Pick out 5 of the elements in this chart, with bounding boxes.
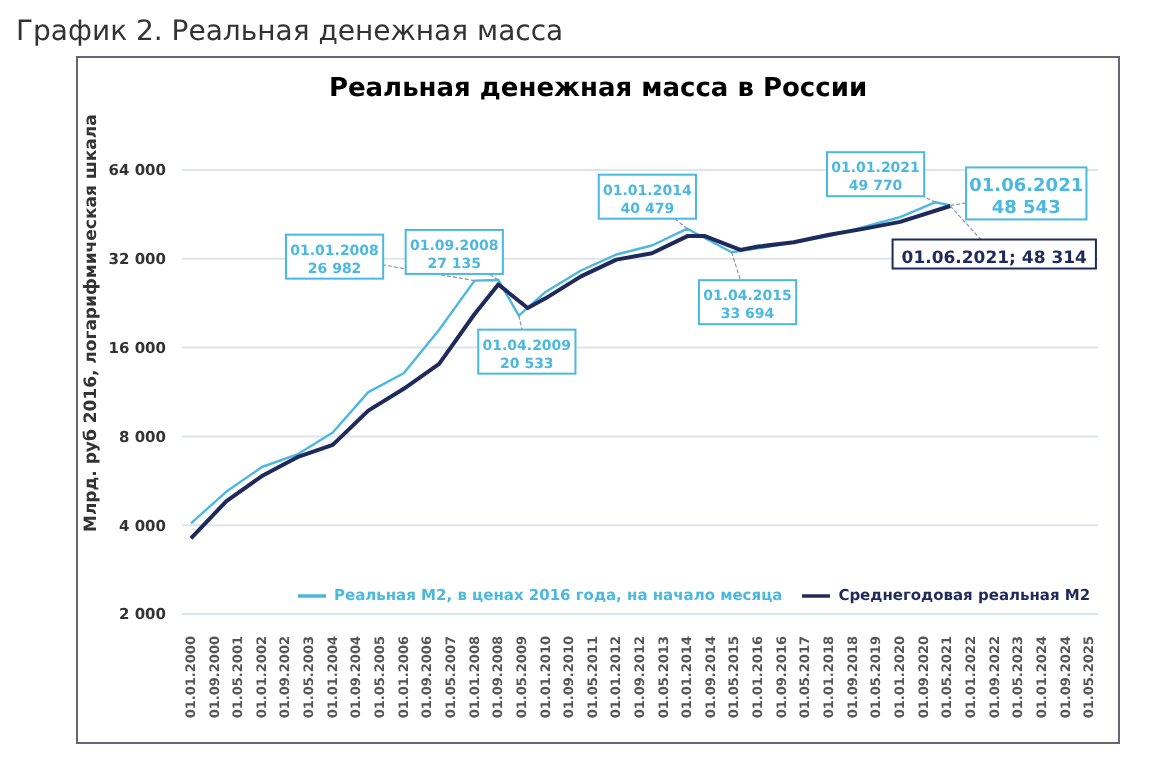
annotation: 01.06.2021 48 543	[969, 177, 1084, 220]
y-axis-title: Млрд. руб 2016, логарифмическая шкала	[82, 113, 103, 532]
chart-subtitle: Реальная денежная масса в России	[326, 74, 870, 104]
chart-title: График 2. Реальная денежная масса	[16, 16, 566, 48]
annotation: 01.06.2021; 48 314	[901, 248, 1088, 269]
